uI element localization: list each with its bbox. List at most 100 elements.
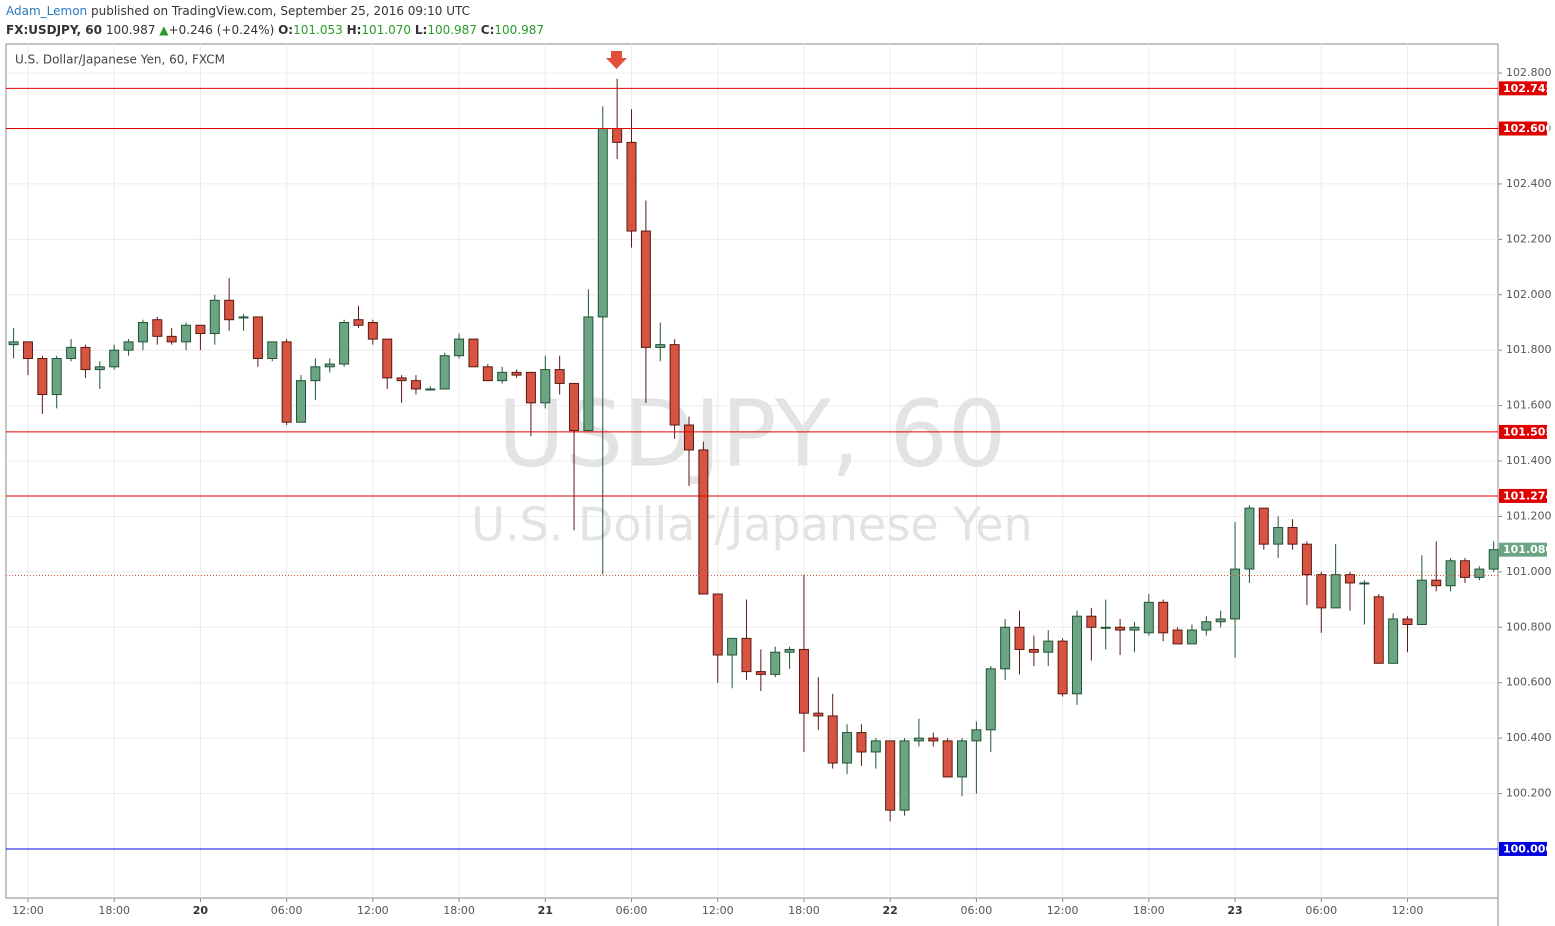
y-tick-label: 102.400 [1506,177,1552,190]
open: 101.053 [293,23,343,37]
x-tick-label: 20 [193,904,209,917]
candle-up [1359,582,1370,585]
candle-up [94,366,105,371]
candle-up [310,366,321,382]
candle-down [511,371,522,376]
candle-down [1431,579,1442,587]
candle-up [8,341,19,346]
candle-down [712,593,723,656]
y-tick-label: 101.400 [1506,454,1552,467]
level-label: 100.000 [1503,842,1553,855]
candle-up [454,338,465,357]
candle-up [1043,640,1054,653]
candle-down [396,377,407,382]
x-tick-label: 12:00 [12,904,44,917]
candle-up [181,324,192,343]
candle-up [770,651,781,675]
candle-down [1158,601,1169,634]
change: +0.246 (+0.24%) [168,23,275,37]
candle-down [612,128,623,143]
y-tick-label: 100.800 [1506,620,1552,633]
y-tick-label: 102.000 [1506,288,1552,301]
candle-down [224,299,235,321]
candle-up [1273,527,1284,545]
candle-down [698,449,709,595]
candle-down [367,321,378,340]
candle-down [482,366,493,382]
x-tick-label: 18:00 [98,904,130,917]
y-tick-label: 102.800 [1506,66,1552,79]
candle-down [669,344,680,426]
candle-down [1028,648,1039,653]
candle-up [425,388,436,391]
author[interactable]: Adam_Lemon [6,4,88,18]
candle-down [1459,560,1470,578]
candle-up [540,369,551,404]
x-tick-label: 12:00 [702,904,734,917]
candle-up [324,363,335,368]
level-tag [1499,121,1547,136]
candle-up [209,299,220,335]
x-tick-label: 06:00 [271,904,303,917]
candle-down [942,740,953,778]
candle-up [1244,507,1255,570]
x-tick-label: 12:00 [1392,904,1424,917]
x-tick-label: 06:00 [1305,904,1337,917]
last: 100.987 [105,23,156,37]
c-label: C: [480,23,495,37]
candle-down [1373,596,1384,664]
candle-down [1014,626,1025,650]
candle-up [123,341,134,351]
candle-down [741,637,752,673]
candle-up [655,344,666,348]
candle-down [1301,543,1312,576]
candle-down [382,338,393,379]
publish-line: Adam_Lemon published on TradingView.com,… [6,2,544,21]
x-tick-label: 12:00 [1047,904,1079,917]
candle-down [353,319,364,326]
candle-down [1115,626,1126,631]
candle-up [1330,574,1341,609]
header: Adam_Lemon published on TradingView.com,… [6,2,544,40]
y-tick-label: 101.200 [1506,509,1552,522]
candle-down [1345,574,1356,584]
x-tick-label: 21 [538,904,553,917]
candle-up [497,371,508,382]
candle-down [195,324,206,335]
arrow: ▲ [159,23,169,37]
o-label: O: [278,23,294,37]
x-tick-label: 23 [1227,904,1242,917]
candle-up [597,128,608,318]
candle-down [1057,640,1068,695]
candle-up [1186,629,1197,645]
watermark: USDJPY, 60 [498,380,1007,487]
y-tick-label: 101.000 [1506,565,1552,578]
candle-up [583,316,594,432]
candle-up [238,316,249,319]
candle-up [1416,579,1427,626]
candle-down [80,346,91,371]
y-tick-label: 100.400 [1506,731,1552,744]
candle-down [856,732,867,753]
candle-up [51,358,62,396]
candle-up [985,668,996,731]
candle-up [439,355,450,390]
last-price-tag [1499,542,1547,557]
quote-line: FX:USDJPY, 60 100.987 ▲+0.246 (+0.24%) O… [6,21,544,40]
candle-down [1316,574,1327,609]
y-tick-label: 101.600 [1506,399,1552,412]
candle-up [66,346,77,360]
candle-down [626,141,637,232]
candle-down [569,382,580,432]
candle-down [22,341,33,360]
h-label: H: [346,23,362,37]
x-tick-label: 06:00 [961,904,993,917]
level-label: 102.600 [1503,122,1553,135]
candle-up [1000,626,1011,670]
candle-up [1071,615,1082,695]
candle-up [957,740,968,778]
candle-down [755,671,766,675]
candle-up [1143,601,1154,634]
